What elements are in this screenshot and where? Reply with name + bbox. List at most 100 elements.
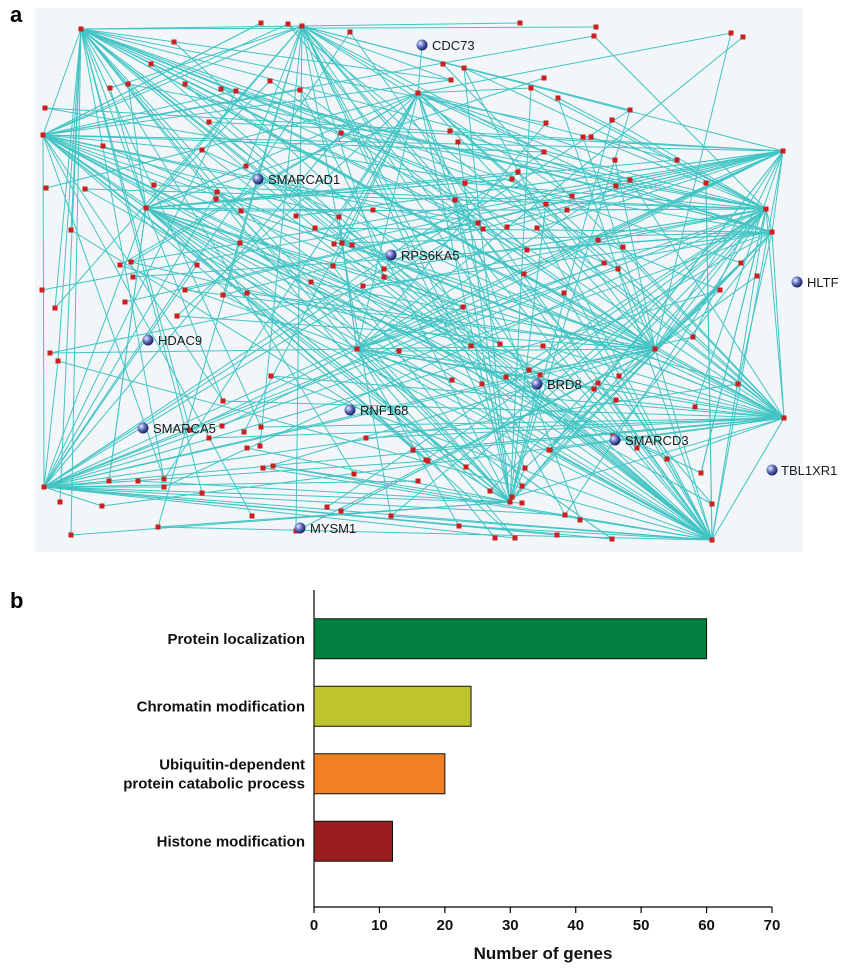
interaction-edge — [184, 83, 713, 541]
interaction-edge — [694, 150, 784, 408]
hub-node-label: SMARCAD1 — [268, 172, 340, 187]
gene-node — [615, 266, 621, 272]
interaction-edge — [611, 119, 767, 210]
gene-node — [487, 488, 493, 494]
gene-node — [39, 287, 45, 293]
gene-node — [577, 517, 583, 523]
interaction-edge — [523, 150, 784, 275]
gene-node — [440, 61, 446, 67]
interaction-edge — [454, 199, 511, 503]
gene-node — [161, 484, 167, 490]
gene-node — [415, 478, 421, 484]
gene-node — [148, 61, 154, 67]
gene-node — [456, 523, 462, 529]
hub-node-sphere — [531, 378, 543, 390]
gene-node — [543, 120, 549, 126]
interaction-edge — [542, 345, 785, 419]
gene-node — [537, 372, 543, 378]
x-tick-label: 70 — [764, 917, 781, 934]
gene-node — [349, 242, 355, 248]
gene-node — [171, 39, 177, 45]
interaction-edge — [301, 25, 545, 153]
gene-node — [468, 343, 474, 349]
gene-node — [55, 358, 61, 364]
interaction-edge — [301, 25, 419, 94]
interaction-edge — [42, 28, 82, 136]
gene-node — [267, 78, 273, 84]
gene-node — [125, 81, 131, 87]
gene-node — [299, 23, 305, 29]
hub-node-sphere — [252, 173, 264, 185]
interaction-edge — [43, 207, 147, 488]
interaction-edge — [509, 87, 532, 503]
interaction-edge — [43, 262, 605, 488]
interaction-edge — [425, 208, 767, 461]
interaction-edge — [711, 417, 785, 541]
gene-node — [515, 169, 521, 175]
interaction-edge — [43, 264, 198, 488]
hub-node-sphere — [791, 276, 803, 288]
gene-node — [214, 189, 220, 195]
interaction-edge — [184, 83, 656, 350]
interaction-edge — [153, 184, 767, 210]
interaction-edge — [509, 208, 767, 503]
interaction-edge — [654, 348, 713, 541]
gene-node — [543, 201, 549, 207]
interaction-edge — [463, 67, 713, 541]
gene-node — [237, 240, 243, 246]
interaction-edge — [163, 208, 767, 488]
interaction-edge — [70, 229, 511, 503]
gene-node — [155, 524, 161, 530]
gene-node — [522, 465, 528, 471]
interaction-edge — [145, 80, 271, 209]
interaction-edge — [70, 28, 82, 536]
gene-node — [151, 182, 157, 188]
gene-node — [174, 313, 180, 319]
gene-node — [107, 85, 113, 91]
interaction-edge — [332, 265, 511, 503]
interaction-edge — [295, 150, 784, 217]
gene-node — [717, 287, 723, 293]
interaction-edge — [163, 92, 419, 480]
gene-node — [475, 220, 481, 226]
interaction-edge — [314, 227, 773, 233]
hub-nodes: CDC73 SMARCAD1 RPS6KA5 HLTF HDAC9 BRD8 RNF168 S… — [137, 38, 839, 536]
gene-node — [561, 290, 567, 296]
interaction-edge — [287, 23, 713, 541]
gene-node — [106, 478, 112, 484]
gene-node — [698, 470, 704, 476]
interaction-edge — [356, 348, 614, 437]
hub-node-sphere — [766, 464, 778, 476]
interaction-edge — [612, 231, 773, 437]
interaction-edge — [301, 25, 452, 81]
gene-node — [99, 503, 105, 509]
gene-node — [360, 283, 366, 289]
gene-node — [690, 334, 696, 340]
gene-node — [613, 183, 619, 189]
gene-node — [740, 34, 746, 40]
gene-node — [336, 214, 342, 220]
interaction-edge — [771, 150, 784, 233]
gene-node — [526, 367, 532, 373]
interaction-edge — [509, 203, 547, 503]
interaction-edge — [489, 490, 511, 503]
interaction-edge — [737, 231, 773, 385]
hub-node-sphere — [294, 522, 306, 534]
gene-node — [461, 65, 467, 71]
interaction-edge — [356, 268, 619, 350]
interaction-edge — [80, 28, 452, 81]
interaction-edge — [511, 417, 785, 498]
interaction-edge — [43, 480, 419, 488]
interaction-edge — [42, 134, 484, 230]
gene-node — [220, 398, 226, 404]
gene-node — [564, 207, 570, 213]
interaction-edge — [145, 207, 224, 402]
interaction-edge — [542, 345, 713, 541]
gene-node — [363, 435, 369, 441]
gene-node — [182, 287, 188, 293]
gene-node — [781, 415, 787, 421]
interaction-edge — [771, 231, 785, 419]
category-label: Chromatin modification — [137, 698, 305, 715]
interaction-edge — [43, 289, 721, 488]
interaction-edge — [615, 185, 773, 233]
